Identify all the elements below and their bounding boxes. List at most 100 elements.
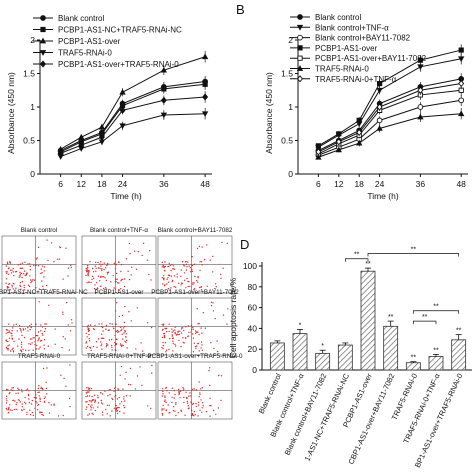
flow-panel-traf5-rnai-0-tnf-dot: [115, 404, 117, 407]
bar-pcbp1-as1-over-significance: **: [365, 261, 371, 268]
flow-panel-pcbp1-as1-over-traf5-rnai-0-dot: [191, 403, 194, 405]
flow-panel-pcbp1-as1-nc-traf5-rnai-nc-dot: [6, 348, 8, 350]
flow-panel-blank-control-dot: [11, 284, 13, 286]
panel-b-legend-marker: [296, 24, 304, 31]
flow-panel-pcbp1-as1-over-bay11-7082-dot: [181, 326, 183, 329]
flow-panel-traf5-rnai-0-dot: [23, 408, 25, 410]
flow-panel-blank-control-dot: [50, 242, 53, 244]
flow-panel-pcbp1-as1-over-dot: [136, 307, 138, 309]
flow-panel-traf5-rnai-0-dot: [21, 403, 23, 405]
flow-panel-traf5-rnai-0-tnf-dot: [123, 406, 126, 409]
flow-panel-pcbp1-as1-over-traf5-rnai-0-dot: [166, 390, 168, 392]
flow-panel-blank-control-tnf-dot: [91, 267, 94, 270]
flow-panel-pcbp1-as1-over-bay11-7082-dot: [188, 331, 190, 334]
flow-panel-pcbp1-as1-over-dot: [96, 346, 98, 348]
flow-panel-pcbp1-as1-over-traf5-rnai-0-dot: [187, 405, 190, 407]
flow-panel-blank-control-dot: [13, 274, 15, 277]
panel-a-x-tick-label: 48: [200, 179, 210, 189]
flow-panel-pcbp1-as1-nc-traf5-rnai-nc-dot: [40, 339, 43, 342]
flow-panel-pcbp1-as1-over-bay11-7082-dot: [192, 337, 195, 339]
bar-blank-control: [269, 342, 285, 371]
flow-panel-pcbp1-as1-nc-traf5-rnai-nc-dot: [70, 319, 73, 321]
bar-traf5-rnai-0: [405, 362, 421, 371]
flow-panel-traf5-rnai-0-tnf-dot: [151, 364, 153, 367]
flow-panel-pcbp1-as1-over-dot: [102, 330, 104, 332]
flow-panel-traf5-rnai-0-tnf-dot: [102, 414, 104, 416]
flow-panel-pcbp1-as1-over-traf5-rnai-0-dot: [164, 399, 166, 401]
flow-panel-traf5-rnai-0-tnf-dot: [119, 403, 121, 405]
flow-panel-blank-control-bay11-7082-dot: [181, 282, 183, 284]
flow-panel-pcbp1-as1-nc-traf5-rnai-nc-dot: [11, 348, 13, 351]
flow-panel-traf5-rnai-0-tnf-dot: [91, 399, 94, 402]
panel-a-legend-label: PCBP1-AS1-over+TRAF5-RNAi-0: [58, 60, 179, 69]
flow-panel-blank-control-dot: [35, 264, 37, 267]
panel-b-y-tick-label: 1.5: [281, 69, 293, 79]
flow-panel-pcbp1-as1-over-traf5-rnai-0-dot: [195, 389, 198, 391]
flow-panel-pcbp1-as1-nc-traf5-rnai-nc-dot: [44, 323, 46, 325]
flow-panel-blank-control-bay11-7082-dot: [189, 285, 191, 288]
flow-panel-pcbp1-as1-over-bay11-7082-dot: [172, 350, 174, 352]
flow-panel-pcbp1-as1-nc-traf5-rnai-nc-dot: [29, 338, 32, 340]
flow-panel-pcbp1-as1-nc-traf5-rnai-nc-dot: [36, 335, 39, 337]
flow-panel-blank-control-bay11-7082-dot: [171, 279, 174, 282]
flow-panel-pcbp1-as1-over-bay11-7082-dot: [161, 323, 163, 326]
panel-b-series-traf5-rnai-0-tnf-point: [376, 103, 383, 111]
flow-panel-pcbp1-as1-over-traf5-rnai-0-dot: [199, 392, 201, 394]
flow-panel-blank-control-dot: [19, 275, 21, 277]
panel-a-x-axis-title: Time (h): [110, 191, 141, 201]
flow-panel-traf5-rnai-0-dot: [14, 408, 16, 411]
flow-panel-blank-control-bay11-7082-dot: [191, 256, 193, 258]
panel-b-x-tick-label: 24: [375, 179, 385, 189]
flow-panel-pcbp1-as1-over-dot: [119, 326, 122, 328]
flow-panel-pcbp1-as1-over-traf5-rnai-0-dot: [175, 402, 177, 404]
flow-panel-pcbp1-as1-over-traf5-rnai-0-dot: [195, 405, 198, 408]
flow-panel-blank-control-tnf-dot: [115, 278, 117, 280]
flow-panel-blank-control-tnf-dot: [97, 275, 100, 277]
flow-panel-blank-control-bay11-7082-dot: [166, 283, 168, 285]
flow-panel-traf5-rnai-0-tnf-dot: [91, 404, 93, 406]
flow-panel-blank-control-bay11-7082-dot: [180, 275, 182, 277]
flow-panel-blank-control-tnf-dot: [118, 282, 120, 284]
flow-panel-pcbp1-as1-over-dot: [120, 344, 122, 347]
flow-panel-blank-control-tnf-dot: [91, 278, 93, 281]
flow-panel-traf5-rnai-0-dot: [7, 389, 9, 391]
flow-panel-pcbp1-as1-over-bay11-7082-dot: [179, 330, 181, 332]
flow-panel-pcbp1-as1-nc-traf5-rnai-nc-dot: [5, 332, 7, 334]
flow-panel-blank-control-bay11-7082-dot: [167, 281, 170, 283]
flow-panel-pcbp1-as1-over-traf5-rnai-0-dot: [220, 399, 222, 402]
flow-panel-blank-control-dot: [40, 272, 42, 275]
panel-a-series-pcbp1-as1-over-point: [98, 123, 106, 130]
panel-letter-d: D: [240, 237, 249, 252]
flow-panel-blank-control-tnf-dot: [115, 272, 118, 275]
flow-panel-pcbp1-as1-over-dot: [122, 344, 124, 347]
flow-panel-pcbp1-as1-over-bay11-7082-dot: [161, 336, 164, 339]
flow-panel-traf5-rnai-0-dot: [38, 385, 40, 387]
flow-panel-traf5-rnai-0-tnf-dot: [105, 408, 107, 411]
flow-panel-blank-control-dot: [25, 274, 28, 276]
flow-panel-pcbp1-as1-nc-traf5-rnai-nc-dot: [13, 340, 15, 342]
flow-panel-pcbp1-as1-over-dot: [130, 320, 132, 322]
flow-panel-blank-control-tnf-dot: [87, 275, 89, 277]
flow-panel-blank-control-tnf-dot: [86, 268, 88, 270]
flow-panel-pcbp1-as1-nc-traf5-rnai-nc-dot: [69, 330, 72, 332]
flow-panel-blank-control-bay11-7082-dot: [178, 282, 180, 284]
flow-panel-pcbp1-as1-over-dot: [115, 343, 117, 346]
flow-panel-blank-control-dot: [15, 270, 18, 273]
flow-panel-pcbp1-as1-over-traf5-rnai-0-dot: [161, 409, 163, 411]
flow-panel-blank-control-tnf-dot: [128, 242, 131, 245]
panel-a-y-tick-label: 0.5: [23, 136, 35, 146]
panel-a-x-tick-label: 18: [97, 179, 107, 189]
flow-panel-blank-control-bay11-7082-dot: [180, 269, 182, 271]
flow-panel-pcbp1-as1-over-dot: [125, 336, 127, 338]
flow-panel-traf5-rnai-0-dot: [69, 405, 71, 408]
flow-panel-blank-control-dot: [27, 284, 30, 286]
bar-traf5-rnai-0-tnf-significance: **: [433, 347, 439, 354]
flow-panel-traf5-rnai-0-tnf-dot: [86, 395, 89, 397]
panel-b-series-blank-control-bay11-7082-line: [318, 99, 462, 156]
flow-panel-blank-control-bay11-7082-dot: [206, 285, 208, 287]
flow-panel-blank-control-tnf-dot: [146, 259, 149, 261]
flow-panel-blank-control-bay11-7082-dot: [201, 246, 203, 248]
panel-a-series-pcbp1-as1-over-traf5-rnai-0-point: [57, 149, 64, 157]
flow-panel-pcbp1-as1-over-dot: [86, 345, 89, 348]
flow-panel-traf5-rnai-0-dot: [28, 402, 30, 404]
